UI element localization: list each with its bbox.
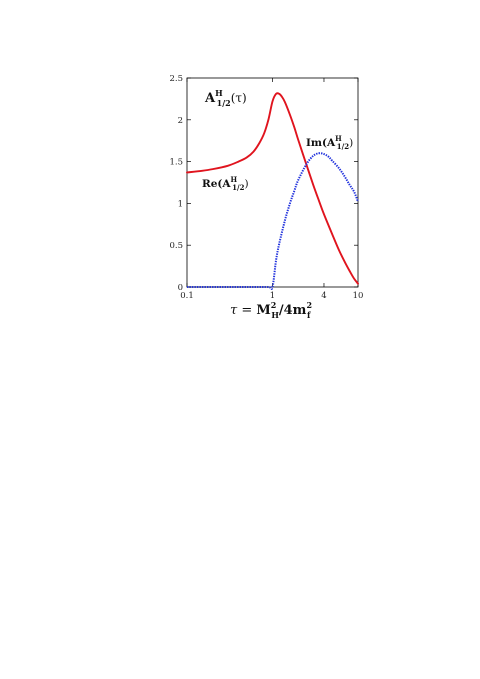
x-axis-label-lhs: τ = (230, 303, 256, 318)
x-axis-label-m2-sup: 2 (306, 300, 312, 310)
annotation-imag-sub: 1/2 (337, 142, 349, 151)
annotation-amplitude-sub: 1/2 (217, 98, 231, 108)
series-layer (186, 92, 359, 290)
y-tick-label-0: 0 (178, 283, 183, 293)
annotation-amplitude-sup: H (215, 88, 223, 98)
y-tick-label-5: 2.5 (169, 74, 183, 84)
annotation-imag-suffix: ) (349, 137, 353, 149)
axis-tick-labels: 0.1 1 4 10 0 0.5 1 1.5 2 2.5 (169, 74, 363, 301)
x-axis-label-m1: M (256, 303, 270, 318)
x-axis-label: τ = M2 H/4m2 f (230, 300, 312, 320)
y-tick-label-4: 2 (178, 116, 183, 126)
annotation-imag-sup: H (335, 134, 342, 143)
x-axis-label-m2-sub: f (307, 310, 311, 320)
series-line-real (186, 92, 359, 285)
x-tick-label-1: 1 (270, 291, 275, 301)
x-tick-label-3: 10 (353, 291, 364, 301)
y-tick-label-3: 1.5 (169, 158, 183, 168)
y-tick-label-2: 1 (178, 199, 183, 209)
annotation-real-part: Re(AH 1/2) (202, 175, 249, 192)
annotation-imag-main: Im(A (306, 137, 336, 149)
annotation-real-suffix: ) (244, 178, 248, 190)
x-axis-label-mid: /4m (279, 303, 307, 318)
annotation-amplitude-suffix: (τ) (231, 91, 247, 105)
annotation-real-sub: 1/2 (232, 183, 244, 192)
y-tick-label-1: 0.5 (169, 241, 183, 251)
x-axis-label-m1-sub: H (271, 310, 279, 320)
annotation-real-main: Re(A (202, 178, 231, 190)
annotation-amplitude-main: A (204, 91, 216, 106)
annotation-real-sup: H (231, 175, 238, 184)
x-axis-label-m1-sup: 2 (271, 300, 277, 310)
x-tick-label-0: 0.1 (180, 291, 194, 301)
annotation-imag-part: Im(AH 1/2) (306, 134, 353, 151)
x-tick-label-2: 4 (321, 291, 326, 301)
annotation-amplitude: AH 1/2(τ) (204, 88, 247, 108)
